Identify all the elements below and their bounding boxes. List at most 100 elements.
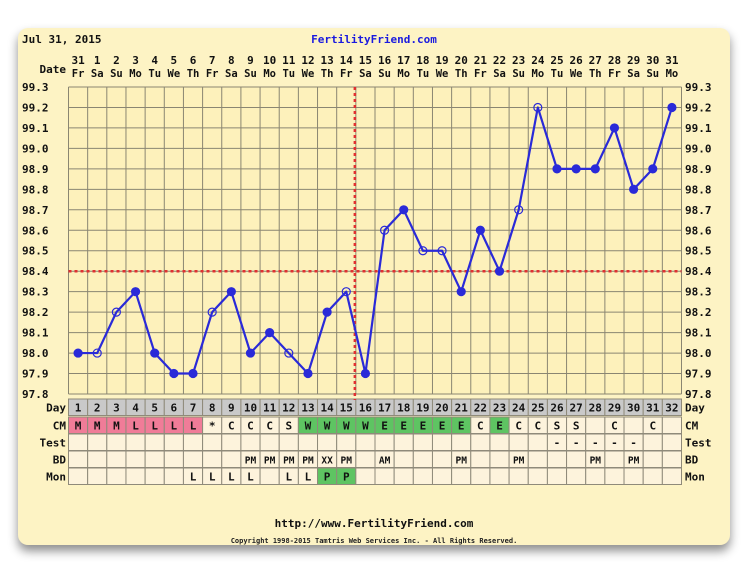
day-value: 13: [301, 402, 314, 415]
weekday-label: Mo: [532, 68, 545, 80]
test-cell: [393, 433, 414, 451]
test-value: -: [554, 437, 561, 450]
test-cell: [374, 433, 395, 451]
cm-value: S: [554, 420, 561, 433]
date-label: 16: [378, 54, 392, 67]
mon-cell: [68, 467, 89, 485]
mon-cell: [374, 467, 395, 485]
bd-value: AM: [379, 456, 391, 467]
test-cell: [240, 433, 261, 451]
day-value: 22: [474, 402, 487, 415]
cm-value: M: [113, 420, 120, 433]
mon-cell: [87, 467, 108, 485]
weekday-label: Th: [589, 68, 602, 80]
cm-value: W: [324, 420, 331, 433]
mon-cell: [527, 467, 548, 485]
site-link[interactable]: FertilityFriend.com: [311, 33, 437, 46]
y-tick-label-left: 99.0: [22, 142, 49, 155]
test-cell: [278, 433, 299, 451]
mon-cell: [163, 467, 184, 485]
bd-value: PM: [264, 456, 276, 467]
bd-cell: [68, 450, 89, 468]
day-value: 23: [493, 402, 506, 415]
day-value: 28: [589, 402, 602, 415]
cm-value: L: [132, 420, 139, 433]
bd-value: XX: [321, 456, 333, 467]
day-value: 9: [228, 402, 235, 415]
weekday-label: Mo: [263, 68, 276, 80]
mon-cell: [642, 467, 663, 485]
y-tick-label-left: 98.2: [22, 306, 49, 319]
weekday-label: Fr: [474, 68, 487, 80]
date-label: 29: [627, 54, 640, 67]
date-label: 18: [416, 54, 429, 67]
bd-cell: [202, 450, 223, 468]
row-label-cm-left: CM: [53, 420, 67, 433]
cm-cell: [623, 416, 644, 434]
date-label: 26: [570, 54, 584, 67]
weekday-label: Su: [110, 68, 123, 80]
test-cell: [508, 433, 529, 451]
weekday-label: Fr: [340, 68, 353, 80]
mon-value: L: [228, 471, 235, 484]
date-label: 22: [493, 54, 506, 67]
weekday-label: Su: [512, 68, 525, 80]
mon-value: L: [305, 471, 312, 484]
temperature-point: [590, 164, 600, 174]
bd-cell: [87, 450, 108, 468]
cm-value: W: [343, 420, 350, 433]
bd-cell: [144, 450, 165, 468]
y-tick-label-left: 99.3: [22, 81, 49, 94]
day-value: 17: [378, 402, 391, 415]
date-label: 11: [282, 54, 296, 67]
weekday-label: We: [436, 68, 449, 80]
temperature-point: [418, 246, 428, 256]
date-label: 17: [397, 54, 410, 67]
weekday-label: Th: [187, 68, 200, 80]
cm-value: *: [209, 420, 216, 433]
temperature-point: [245, 348, 256, 358]
date-label: 30: [646, 54, 659, 67]
mon-cell: [412, 467, 433, 485]
y-tick-label-right: 98.8: [685, 183, 712, 196]
y-tick-label-right: 97.8: [685, 388, 712, 401]
weekday-label: Fr: [206, 68, 219, 80]
test-cell: [221, 433, 242, 451]
y-tick-label-right: 98.6: [685, 224, 712, 237]
y-tick-label-right: 99.1: [685, 122, 712, 135]
mon-value: L: [285, 471, 292, 484]
date-label: 28: [608, 54, 621, 67]
weekday-label: Mo: [397, 68, 410, 80]
cm-value: E: [439, 420, 446, 433]
weekday-label: Su: [378, 68, 391, 80]
weekday-label: Sa: [225, 68, 238, 80]
bd-cell: [546, 450, 568, 468]
test-cell: [259, 433, 280, 451]
test-cell: [489, 433, 510, 451]
cm-value: C: [649, 420, 656, 433]
temperature-point: [667, 102, 677, 113]
date-label: 25: [550, 54, 563, 67]
bd-value: PM: [628, 456, 640, 467]
row-label-bd-left: BD: [53, 454, 67, 467]
y-tick-label-left: 98.4: [22, 265, 49, 278]
date-label: 6: [190, 54, 197, 67]
test-cell: [87, 433, 108, 451]
bd-cell: [355, 450, 376, 468]
weekday-label: Sa: [359, 68, 372, 80]
cm-value: M: [75, 420, 82, 433]
bd-cell: [527, 450, 548, 468]
bd-cell: [489, 450, 510, 468]
mon-cell: [489, 467, 510, 485]
mon-cell: [546, 467, 568, 485]
cm-value: S: [573, 420, 580, 433]
mon-cell: [566, 467, 587, 485]
bd-value: PM: [513, 456, 525, 467]
temperature-point: [226, 287, 236, 297]
cm-value: W: [362, 420, 369, 433]
y-tick-label-right: 98.1: [685, 327, 712, 340]
date-label: 27: [589, 54, 602, 67]
day-value: 27: [570, 402, 583, 415]
footer-url[interactable]: http://www.FertilityFriend.com: [275, 517, 474, 530]
